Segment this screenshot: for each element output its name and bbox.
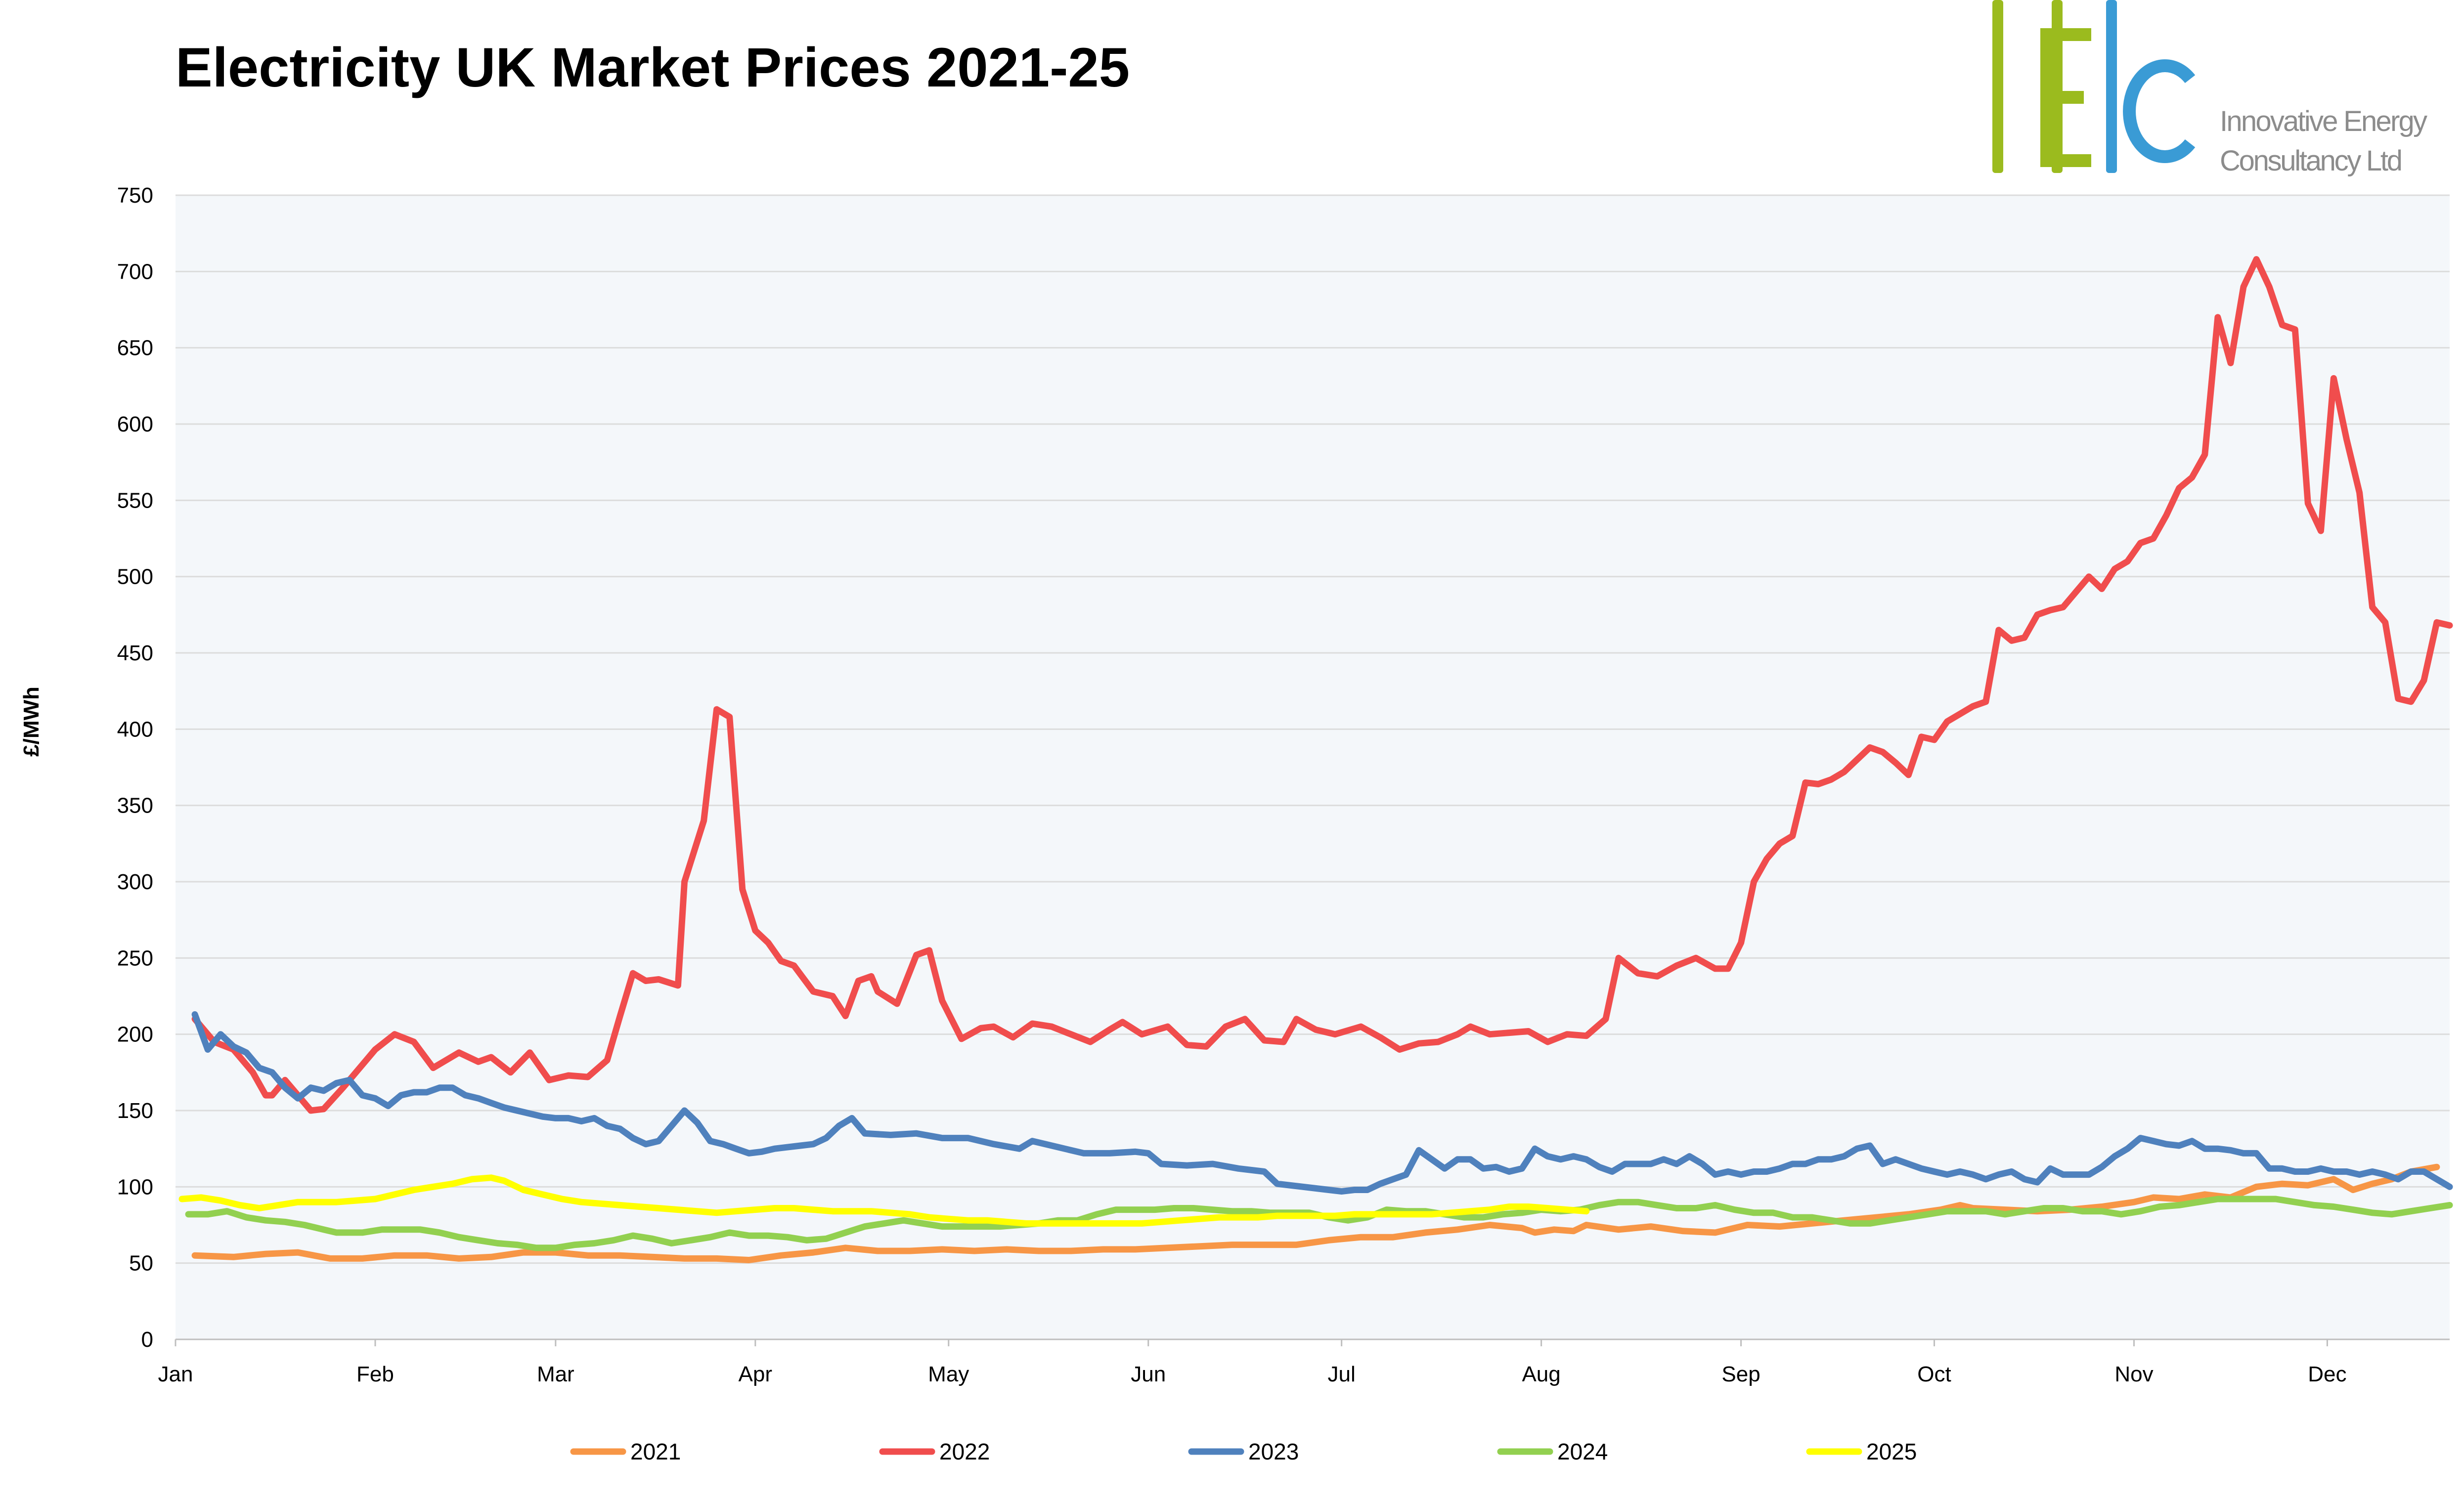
y-tick-label: 200: [117, 1023, 153, 1047]
x-tick-label: Jun: [1131, 1362, 1166, 1386]
y-axis-label: £/MWh: [19, 686, 44, 757]
legend-label-2025: 2025: [1866, 1439, 1917, 1464]
y-tick-label: 300: [117, 870, 153, 894]
series-line-2023: [191, 1011, 2453, 1195]
x-tick-label: Mar: [537, 1362, 574, 1386]
y-tick-label: 400: [117, 717, 153, 741]
legend-label-2021: 2021: [630, 1439, 681, 1464]
y-tick-label: 450: [117, 641, 153, 665]
y-tick-label: 600: [117, 412, 153, 436]
series-line-2021: [191, 1163, 2440, 1263]
logo-bar-1: [1992, 0, 2003, 173]
y-tick-label: 500: [117, 565, 153, 589]
series-lines: [178, 256, 2453, 1263]
y-tick-label: 750: [117, 183, 153, 208]
y-tick-label: 150: [117, 1099, 153, 1123]
legend: 2021 2022 2023 2024 2025: [570, 1439, 1917, 1464]
x-tick-label: Aug: [1522, 1362, 1560, 1386]
x-tick-label: Dec: [2308, 1362, 2346, 1386]
x-tick-label: Sep: [1721, 1362, 1760, 1386]
x-tick-label: Nov: [2114, 1362, 2153, 1386]
plot-area: [176, 195, 2450, 1339]
y-tick-label: 250: [117, 946, 153, 970]
logo-c-letter: [2123, 59, 2196, 163]
series-line-2025: [178, 1174, 1590, 1227]
y-tick-label: 650: [117, 336, 153, 360]
x-tick-label: Apr: [739, 1362, 772, 1386]
y-tick-label: 100: [117, 1175, 153, 1199]
x-tick-label: Jul: [1328, 1362, 1356, 1386]
y-tick-labels: 0 50 100 150 200 250 300 350 400 450 500 550 600 650 7…: [117, 183, 153, 1352]
series-line-2022: [191, 256, 2453, 1114]
y-tick-label: 550: [117, 488, 153, 513]
x-tick-label: Oct: [1917, 1362, 1951, 1386]
x-tick-label: Jan: [158, 1362, 193, 1386]
y-tick-label: 350: [117, 794, 153, 818]
logo-line-1: Innovative Energy: [2220, 105, 2427, 137]
x-tick-labels: Jan Feb Mar Apr May Jun Jul Aug Sep Oct Nov Dec: [158, 1338, 2450, 1386]
logo-bar-3: [2106, 0, 2117, 173]
x-tick-label: Feb: [356, 1362, 394, 1386]
logo-e-letter: [2040, 28, 2091, 167]
grid-lines: [176, 194, 2450, 1340]
legend-label-2022: 2022: [939, 1439, 990, 1464]
logo-line-2: Consultancy Ltd: [2220, 145, 2403, 177]
logo-bar-2: [2052, 0, 2063, 173]
y-tick-label: 0: [141, 1328, 153, 1352]
company-logo: Innovative Energy Consultancy Ltd: [1992, 0, 2427, 177]
legend-label-2024: 2024: [1557, 1439, 1608, 1464]
y-tick-label: 50: [129, 1251, 153, 1276]
chart-title: Electricity UK Market Prices 2021-25: [176, 37, 1130, 98]
legend-label-2023: 2023: [1248, 1439, 1299, 1464]
x-tick-label: May: [928, 1362, 969, 1386]
y-tick-label: 700: [117, 259, 153, 284]
